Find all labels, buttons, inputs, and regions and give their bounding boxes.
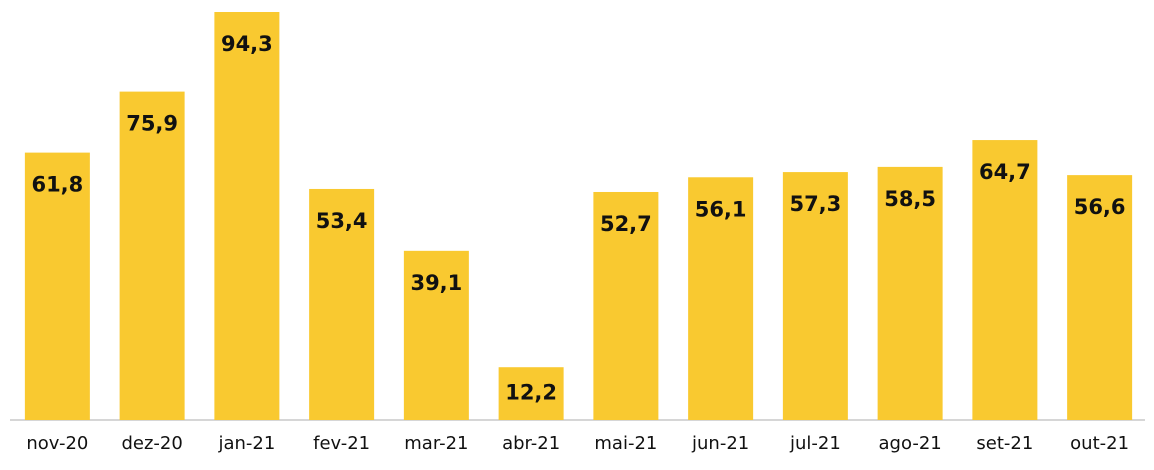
bar: [498, 367, 564, 420]
x-tick-label: mai-21: [594, 433, 657, 454]
x-tick-label: jun-21: [691, 433, 749, 454]
value-label: 64,7: [979, 160, 1031, 184]
x-tick-label: jan-21: [217, 433, 275, 454]
value-label: 61,8: [31, 173, 83, 197]
value-label: 52,7: [600, 212, 652, 236]
bar: [972, 140, 1038, 420]
bar: [403, 250, 469, 420]
value-label: 56,6: [1074, 195, 1126, 219]
bar: [782, 172, 848, 420]
bar: [688, 177, 754, 420]
x-tick-label: ago-21: [879, 433, 942, 454]
x-tick-label: jul-21: [789, 433, 841, 454]
value-label: 75,9: [126, 112, 178, 136]
x-tick-label: out-21: [1070, 433, 1129, 454]
bar: [214, 12, 280, 420]
value-label: 94,3: [221, 32, 273, 56]
value-label: 12,2: [505, 381, 557, 405]
value-label: 39,1: [410, 271, 462, 295]
bar: [24, 152, 90, 420]
x-tick-label: fev-21: [313, 433, 370, 454]
value-label: 57,3: [789, 192, 841, 216]
bar: [119, 91, 185, 421]
value-label: 53,4: [316, 209, 368, 233]
x-tick-label: set-21: [976, 433, 1033, 454]
value-label: 56,1: [695, 197, 747, 221]
value-label: 58,5: [884, 187, 936, 211]
bar: [1067, 175, 1133, 420]
bar: [877, 166, 943, 420]
x-tick-label: nov-20: [26, 433, 88, 454]
x-tick-label: dez-20: [121, 433, 182, 454]
x-tick-label: mar-21: [404, 433, 468, 454]
bar: [593, 191, 659, 420]
x-tick-label: abr-21: [502, 433, 560, 454]
bar: [309, 188, 375, 420]
